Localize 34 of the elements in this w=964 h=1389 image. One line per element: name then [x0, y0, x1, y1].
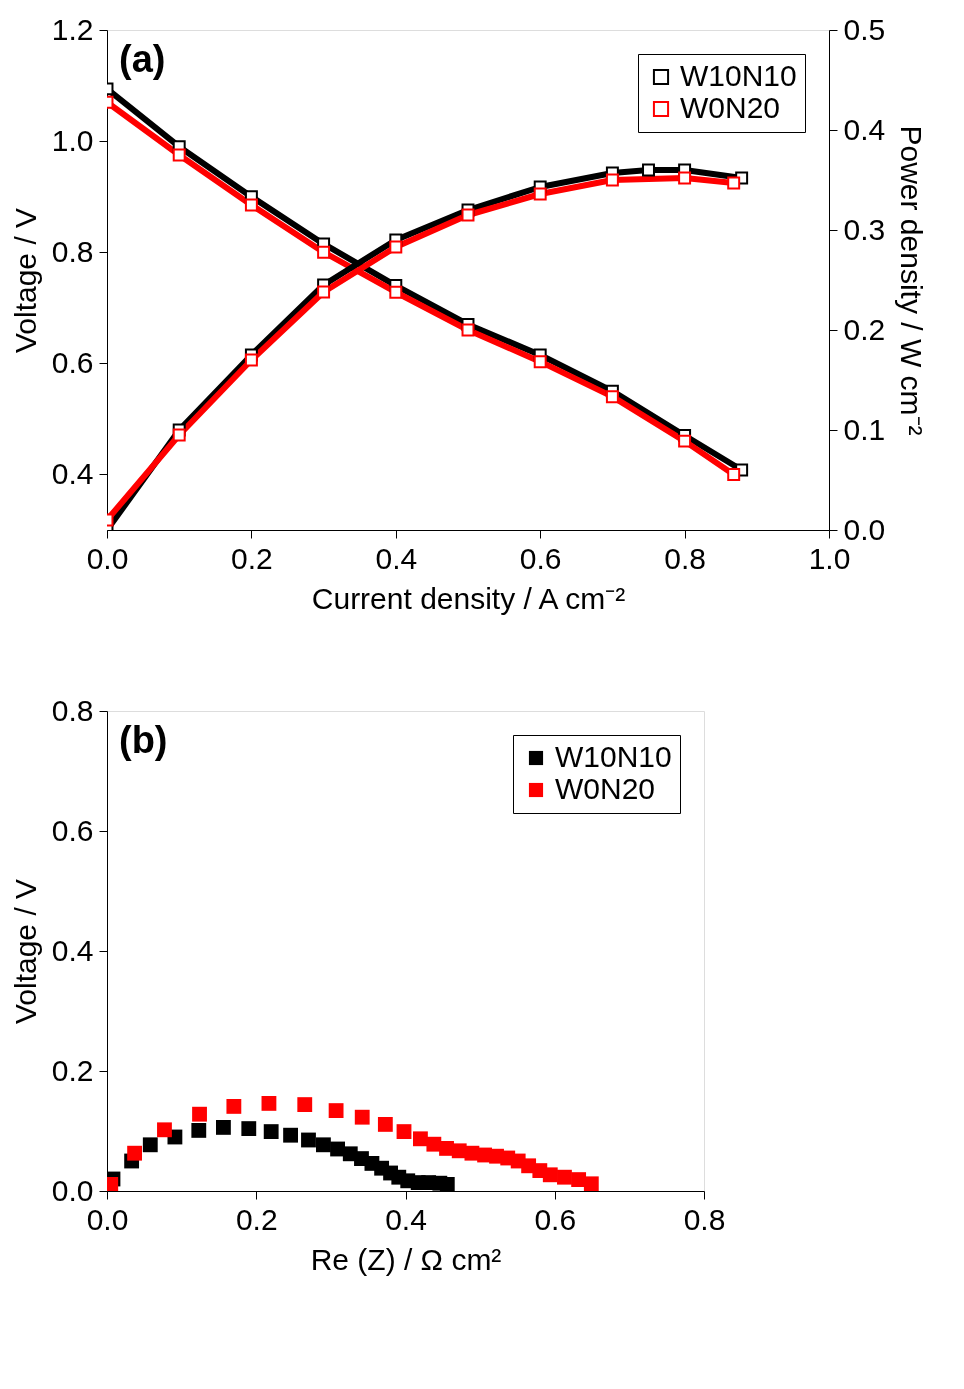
x-tick-label: 0.4	[375, 541, 418, 575]
x-tick-label: 0.6	[519, 541, 562, 575]
y-tick-label: 0.2	[51, 1053, 94, 1087]
y-tick-label: 0.8	[51, 693, 94, 727]
y2-tick-label: 0.4	[843, 112, 886, 146]
y2-tick-label: 0.2	[843, 312, 886, 346]
y-tick-label: 0.4	[51, 933, 94, 967]
y-axis-title: Voltage / V	[8, 207, 42, 354]
x-tick-label: 0.4	[385, 1202, 427, 1236]
y-tick-label: 0.6	[51, 345, 94, 379]
legend-label: W10N10	[555, 740, 672, 773]
y-tick-label: 0.8	[51, 234, 94, 268]
legend-label: W10N10	[680, 59, 797, 92]
y-tick-label: 0.6	[51, 813, 94, 847]
legend-label: W0N20	[680, 91, 781, 124]
x-tick-label: 0.8	[683, 1202, 726, 1236]
y-tick-label: 0.4	[51, 456, 94, 490]
y2-tick-label: 0.3	[843, 212, 886, 246]
x-axis-title: Re (Z) / Ω cm²	[310, 1242, 502, 1276]
annotation: (b)	[119, 719, 168, 761]
y2-tick-label: 0.1	[843, 412, 886, 446]
y-axis-title: Voltage / V	[8, 878, 42, 1025]
x-tick-label: 0.2	[235, 1202, 278, 1236]
y-tick-label: 1.0	[51, 123, 94, 157]
x-tick-label: 0.8	[664, 541, 706, 575]
x-tick-label: 0.2	[231, 541, 273, 575]
y-tick-label: 1.2	[51, 12, 94, 46]
legend-label: W0N20	[555, 772, 656, 805]
annotation: (a)	[119, 38, 166, 80]
x-axis-title: Current density / A cm⁻²	[311, 581, 626, 615]
y2-tick-label: 0.5	[843, 12, 886, 46]
y2-axis-title: Power density / W cm⁻²	[895, 125, 929, 436]
x-tick-label: 0.6	[534, 1202, 577, 1236]
x-tick-label: 0.0	[86, 541, 129, 575]
